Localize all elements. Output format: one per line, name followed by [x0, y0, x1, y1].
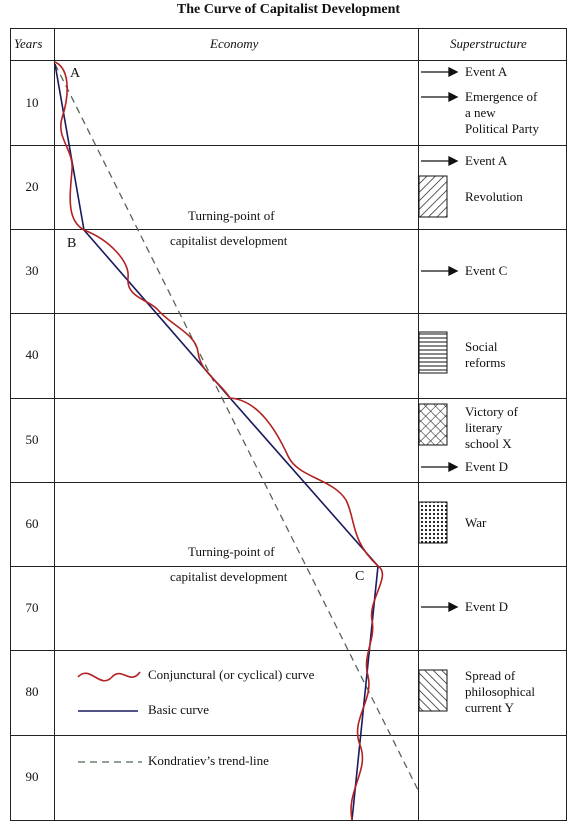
header-economy: Economy	[210, 36, 259, 51]
turning-point-2-line1: Turning-point of	[188, 544, 275, 559]
year-label: 20	[25, 179, 39, 194]
event-label: Event D	[465, 459, 508, 474]
spread-hatch-icon	[418, 669, 448, 712]
legend-trend-label: Kondratiev’s trend-line	[148, 753, 269, 768]
legend-basic-label: Basic curve	[148, 702, 210, 717]
event-label: Spread of philosophical current Y	[465, 668, 536, 715]
event-label: Emergence of a new Political Party	[465, 89, 540, 136]
year-label: 10	[25, 95, 39, 110]
arrow-icon	[421, 91, 459, 103]
diagram-title: The Curve of Capitalist Development	[176, 2, 401, 17]
victory-crosshatch-icon	[418, 403, 448, 446]
event-label: Social reforms	[465, 339, 506, 370]
reforms-lines-icon	[418, 331, 448, 374]
event-label: Event C	[465, 263, 508, 278]
turning-point-2-line2: capitalist development	[170, 569, 288, 584]
point-c-label: C	[355, 569, 365, 584]
point-a-label: A	[70, 66, 81, 81]
revolution-hatch-icon	[418, 175, 448, 218]
event-label: War	[465, 515, 487, 530]
war-dots-icon	[418, 501, 448, 544]
arrow-icon	[421, 461, 459, 473]
trend-line	[54, 63, 419, 791]
turning-point-1-line1: Turning-point of	[188, 208, 275, 223]
basic-curve	[54, 63, 379, 821]
legend-conjunctural-label: Conjunctural (or cyclical) curve	[148, 667, 315, 682]
arrow-icon	[421, 601, 459, 613]
conjunctural-curve	[54, 61, 384, 821]
event-label: Revolution	[465, 189, 523, 204]
arrow-icon	[421, 66, 459, 78]
event-label: Victory of literary school X	[465, 404, 519, 451]
legend-conjunctural-swatch	[77, 671, 141, 682]
year-label: 40	[25, 347, 39, 362]
point-b-label: B	[67, 236, 77, 251]
year-label: 50	[25, 432, 39, 447]
year-label: 80	[25, 684, 39, 699]
event-label: Event A	[465, 64, 508, 79]
event-label: Event D	[465, 599, 508, 614]
header-years: Years	[14, 36, 43, 51]
event-label: Event A	[465, 153, 508, 168]
header-superstructure: Superstructure	[450, 36, 527, 51]
year-label: 60	[25, 516, 39, 531]
year-label: 70	[25, 600, 39, 615]
year-label: 90	[25, 769, 39, 784]
arrow-icon	[421, 265, 459, 277]
year-label: 30	[25, 263, 39, 278]
turning-point-1-line2: capitalist development	[170, 233, 288, 248]
arrow-icon	[421, 155, 459, 167]
